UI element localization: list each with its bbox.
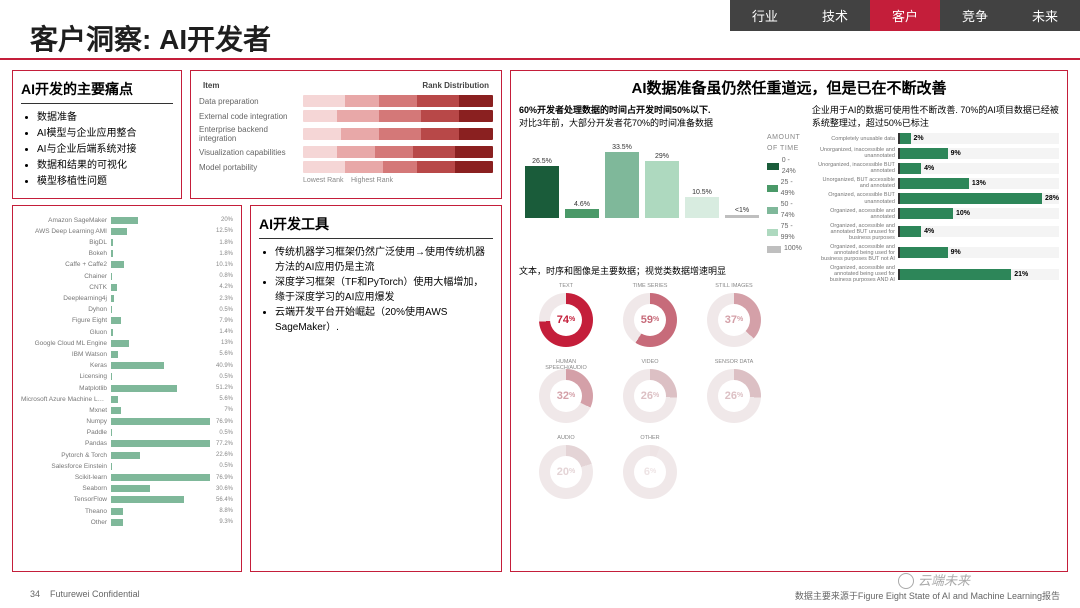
content: AI开发的主要痛点 数据准备AI模型与企业应用整合AI与企业后端系统对接数据和结…	[0, 64, 1080, 578]
painpoints-box: AI开发的主要痛点 数据准备AI模型与企业应用整合AI与企业后端系统对接数据和结…	[12, 70, 182, 199]
amount-chart: 60%开发者处理数据的时间占开发时间50%以下.对比3年前，大部分开发者花70%…	[519, 104, 802, 499]
right-panel: AI数据准备虽仍然任重道远，但是已在不断改善 60%开发者处理数据的时间占开发时…	[510, 70, 1068, 572]
nav-item[interactable]: 竞争	[940, 0, 1010, 31]
top-nav: 行业技术客户竞争未来	[730, 0, 1080, 31]
page-title: 客户洞察: AI开发者	[30, 18, 271, 58]
rank-chart: ItemRank Distribution Data preparationEx…	[190, 70, 502, 199]
donut-grid: TEXT74%TIME SERIES59%STILL IMAGES37%HUMA…	[519, 283, 802, 499]
rank-rows: Data preparationExternal code integratio…	[199, 95, 493, 173]
right-heading: AI数据准备虽仍然任重道远，但是已在不断改善	[519, 77, 1059, 98]
tools-chart: Amazon SageMaker20%AWS Deep Learning AMI…	[12, 205, 242, 572]
tools-text-box: AI开发工具 传统机器学习框架仍然广泛使用→使用传统机器方法的AI应用仍是主流深…	[250, 205, 502, 572]
donuts-section: 文本，时序和图像是主要数据；视觉类数据增速明显 TEXT74%TIME SERI…	[519, 264, 802, 499]
nav-item[interactable]: 技术	[800, 0, 870, 31]
nav-item[interactable]: 行业	[730, 0, 800, 31]
nav-item[interactable]: 客户	[870, 0, 940, 31]
footer: 34 Futurewei Confidential 数据主要来源于Figure …	[30, 589, 1060, 602]
painpoints-list: 数据准备AI模型与企业应用整合AI与企业后端系统对接数据和结果的可视化模型移植性…	[21, 110, 173, 190]
nav-item[interactable]: 未来	[1010, 0, 1080, 31]
usability-chart: 企业用于AI的数据可使用性不断改善. 70%的AI项目数据已经被系统整理过，超过…	[812, 104, 1059, 499]
amount-legend: AMOUNT OF TIME 0 - 24%25 - 49%50 - 74%75…	[767, 133, 802, 256]
divider	[0, 58, 1080, 60]
painpoints-heading: AI开发的主要痛点	[21, 79, 173, 104]
tools-heading: AI开发工具	[259, 214, 493, 239]
watermark: 云端未来	[898, 570, 970, 590]
tools-list: 传统机器学习框架仍然广泛使用→使用传统机器方法的AI应用仍是主流深度学习框架（T…	[259, 245, 493, 335]
usability-bars: Completely unusable data2%Unorganized, i…	[812, 133, 1059, 283]
amount-bars: 26.5%4.6%33.5%29%10.5%<1%	[519, 133, 759, 218]
